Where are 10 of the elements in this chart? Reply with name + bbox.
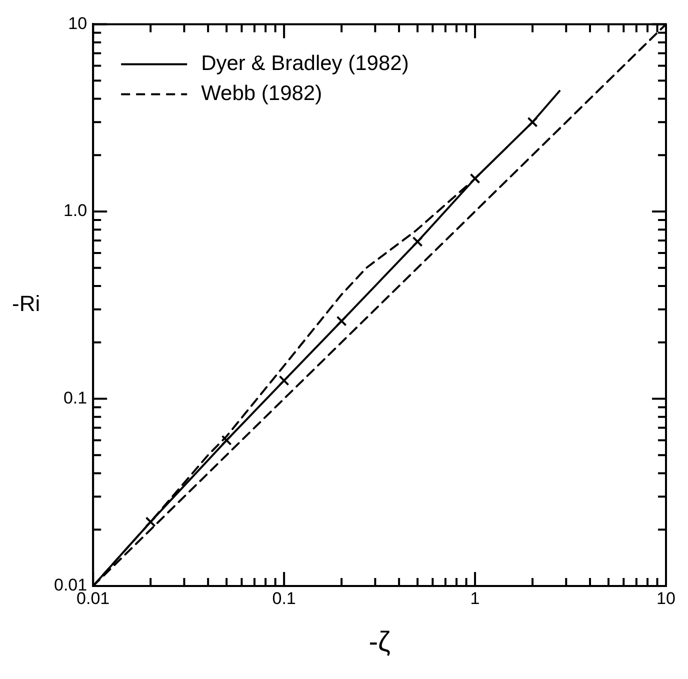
y-tick-label: 10	[68, 14, 88, 33]
x-tick-label: 10	[656, 588, 676, 608]
legend-label: Dyer & Bradley (1982)	[201, 52, 409, 75]
x-tick-label: 1	[470, 588, 480, 608]
y-axis-title: -Ri	[12, 291, 40, 316]
x-tick-label: 0.1	[272, 588, 296, 608]
y-tick-label: 1.0	[63, 201, 88, 220]
y-tick-label: 0.1	[63, 388, 88, 408]
legend-label: Webb (1982)	[201, 82, 322, 105]
x-axis-title: -ζ	[368, 626, 390, 657]
